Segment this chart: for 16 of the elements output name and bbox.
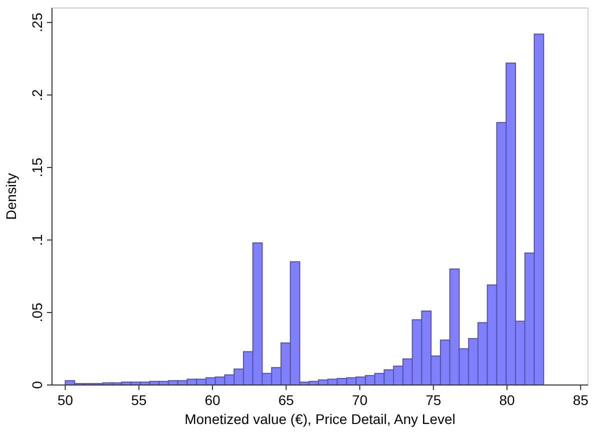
- x-tick-label: 65: [278, 392, 294, 408]
- y-tick-label: .2: [29, 88, 45, 101]
- y-tick-label: .15: [29, 158, 45, 178]
- x-axis-title: Monetized value (€), Price Detail, Any Level: [184, 411, 456, 427]
- x-tick-label: 75: [426, 392, 442, 408]
- x-tick-label: 80: [499, 392, 516, 408]
- y-tick-label: .05: [29, 302, 45, 322]
- x-tick-label: 85: [572, 392, 589, 408]
- y-tick-label: .1: [29, 234, 45, 246]
- x-tick-label: 60: [204, 392, 221, 408]
- y-axis-title: Density: [3, 173, 19, 220]
- y-tick-label: 0: [29, 380, 45, 389]
- x-tick-label: 55: [131, 392, 147, 408]
- x-tick-label: 70: [352, 392, 368, 408]
- y-tick-label: .25: [29, 12, 45, 32]
- x-tick-label: 50: [57, 392, 74, 408]
